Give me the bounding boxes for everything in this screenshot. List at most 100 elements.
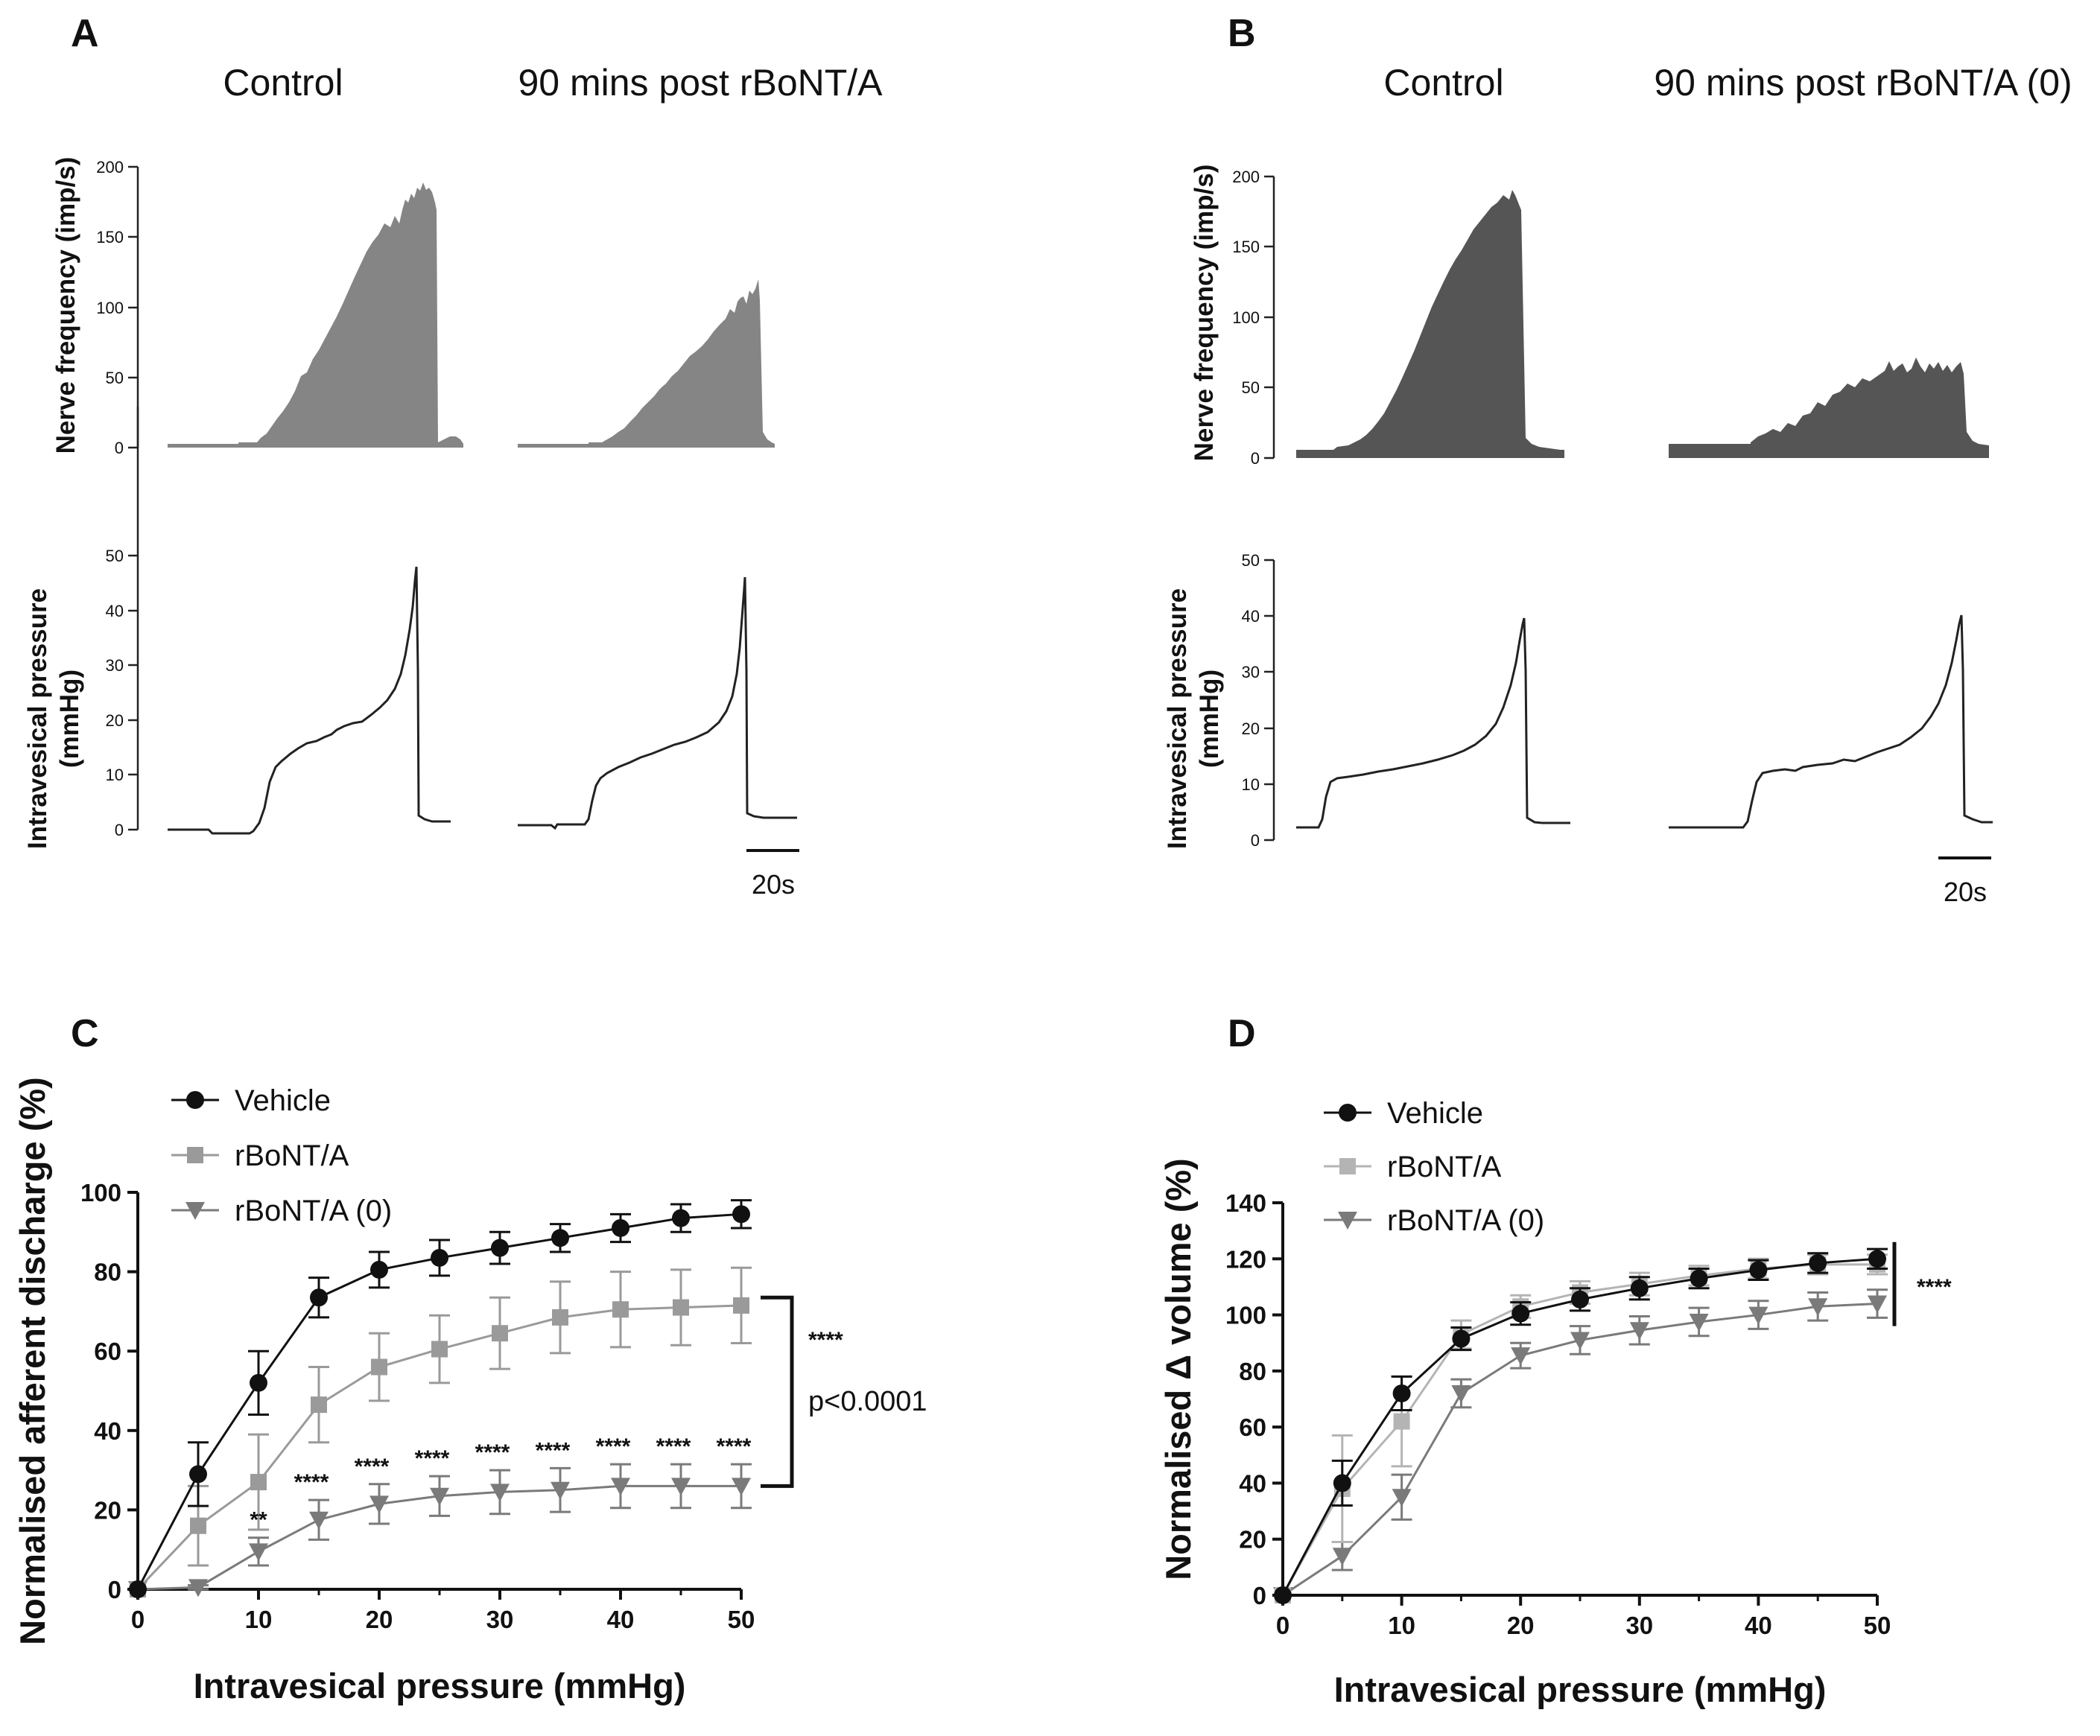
chart-d-legend-entry: rBoNT/A	[1324, 1151, 1502, 1183]
chart-d-legend-entry: rBoNT/A (0)	[1324, 1204, 1544, 1237]
chart-c-y-tick-label: 40	[94, 1417, 121, 1445]
chart-c-data-point	[430, 1487, 449, 1506]
panel-b-nerve-tick-200: 200	[1232, 168, 1260, 186]
chart-c-data-point	[129, 1580, 147, 1598]
chart-d-legend-label: Vehicle	[1387, 1097, 1483, 1130]
chart-d-data-point	[1511, 1347, 1531, 1366]
chart-c-significance-marker: ****	[355, 1454, 390, 1479]
chart-d-data-point	[1868, 1295, 1887, 1314]
chart-d-data-point	[1392, 1489, 1412, 1507]
panel-b-pressure-tick-20: 20	[1242, 719, 1260, 738]
panel-a-pressure-axis: 0 10 20 30 40 50	[106, 407, 139, 839]
chart-c-x-tick-label: 10	[245, 1606, 273, 1633]
chart-d-data-point	[1571, 1290, 1589, 1309]
chart-d-data-point	[1332, 1548, 1352, 1566]
chart-d-data-point	[1274, 1586, 1292, 1604]
chart-d-y-tick-label: 100	[1225, 1302, 1266, 1329]
chart-d-y-tick-label: 80	[1239, 1358, 1266, 1385]
panel-a-pressure-ylabel: Intravesical pressure	[23, 588, 52, 849]
chart-d-x-tick-label: 50	[1864, 1612, 1891, 1639]
chart-c-y-title: Normalised afferent discharge (%)	[13, 1077, 52, 1645]
panel-label-d: D	[1228, 1012, 1256, 1055]
panel-b-pressure-units: (mmHg)	[1195, 670, 1224, 768]
chart-d-data-point	[1392, 1384, 1411, 1402]
panel-b-nerve-axis: 0 50 100 150 200	[1232, 168, 1275, 468]
chart-c-legend-entry: rBoNT/A (0)	[171, 1195, 392, 1227]
chart-d-data-point	[1511, 1304, 1530, 1323]
panel-a-nerve-tick-0: 0	[115, 439, 124, 457]
chart-c-bracket-pvalue: p<0.0001	[808, 1386, 927, 1417]
chart-d-legend-marker	[1338, 1212, 1357, 1230]
chart-c-data-point	[188, 1579, 208, 1597]
chart-d-series-line	[1281, 1263, 1877, 1596]
chart-d-data-point	[1748, 1306, 1768, 1325]
panel-a-control-nerve-histogram	[168, 182, 463, 448]
panel-b-nerve-tick-0: 0	[1251, 449, 1260, 468]
chart-d-x-tick-label: 20	[1507, 1612, 1535, 1639]
chart-c-significance-marker: ****	[717, 1434, 752, 1459]
chart-d-legend-marker	[1339, 1104, 1357, 1122]
chart-c-significance-marker: ****	[294, 1470, 329, 1495]
chart-d-y-tick-label: 60	[1239, 1414, 1266, 1441]
chart-d-data-point	[1690, 1269, 1708, 1288]
chart-c-data-point	[551, 1229, 569, 1247]
panel-b-pressure-tick-0: 0	[1251, 831, 1260, 850]
chart-d-data-point	[1630, 1279, 1649, 1297]
chart-c-data-point	[732, 1478, 751, 1496]
chart-d-legend-label: rBoNT/A (0)	[1387, 1204, 1544, 1237]
chart-c-legend-marker	[186, 1091, 204, 1109]
chart-d-legend-label: rBoNT/A	[1387, 1151, 1502, 1183]
chart-c-x-tick-label: 50	[728, 1606, 755, 1633]
panel-b-control-pressure-trace	[1296, 617, 1570, 829]
chart-c-legend-entry: rBoNT/A	[171, 1139, 349, 1172]
chart-c-significance-marker: ****	[536, 1438, 571, 1463]
chart-c-data-point	[189, 1465, 207, 1484]
chart-c-data-point	[249, 1543, 268, 1562]
chart-c-series-0	[129, 1199, 752, 1598]
chart-c-data-point	[732, 1205, 750, 1224]
chart-c-legend-marker	[185, 1202, 205, 1220]
chart-c-series-1	[130, 1266, 752, 1597]
chart-c-data-point	[733, 1297, 749, 1314]
chart-c-legend-entry: Vehicle	[171, 1084, 331, 1117]
chart-d-data-point	[1393, 1413, 1410, 1430]
chart-c-data-point	[250, 1474, 267, 1491]
chart-c-data-point	[671, 1478, 691, 1496]
chart-d-y-tick-label: 20	[1239, 1526, 1266, 1554]
chart-c-data-point	[612, 1218, 629, 1237]
chart-d-data-point	[1808, 1298, 1828, 1317]
panel-b-nerve-tick-150: 150	[1232, 238, 1260, 256]
panel-a-pressure-tick-30: 30	[106, 656, 124, 675]
panel-b-treated-pressure-trace	[1669, 614, 1993, 829]
chart-d-data-point	[1452, 1329, 1471, 1348]
chart-d-data-point	[1451, 1384, 1471, 1403]
panel-a-pressure-tick-50: 50	[106, 547, 124, 565]
chart-c-data-point	[310, 1288, 328, 1307]
chart-c-data-point	[552, 1309, 568, 1326]
chart-c-data-point	[431, 1248, 448, 1267]
chart-d-x-tick-label: 0	[1276, 1612, 1289, 1639]
chart-c-data-point	[672, 1209, 690, 1227]
panel-b-scale-label: 20s	[1944, 877, 1987, 907]
chart-c-data-point	[612, 1301, 629, 1318]
chart-c-significance-marker: **	[250, 1508, 267, 1533]
panel-a: Control 90 mins post rBoNT/A Nerve frequ…	[23, 62, 883, 900]
panel-a-pressure-tick-0: 0	[115, 821, 124, 839]
chart-d-data-point	[1629, 1322, 1649, 1341]
panel-b-pressure-tick-30: 30	[1242, 663, 1260, 681]
panel-a-treated-nerve-histogram	[518, 279, 775, 448]
panel-b-treated-nerve-histogram	[1669, 357, 1989, 458]
chart-c-data-point	[673, 1299, 689, 1316]
panel-label-c: C	[71, 1012, 99, 1055]
chart-d-y-tick-label: 0	[1253, 1582, 1266, 1609]
chart-d-legend-marker	[1339, 1158, 1356, 1174]
chart-c-data-point	[492, 1325, 508, 1342]
chart-c-legend-marker	[187, 1147, 203, 1163]
chart-d-x-tick-label: 40	[1745, 1612, 1772, 1639]
chart-d-y-tick-label: 120	[1225, 1245, 1266, 1273]
chart-c-significance-marker: ****	[415, 1446, 450, 1471]
chart-d-data-point	[1749, 1261, 1768, 1279]
chart-c-x-tick-label: 0	[131, 1606, 145, 1633]
panel-label-b: B	[1228, 12, 1256, 55]
